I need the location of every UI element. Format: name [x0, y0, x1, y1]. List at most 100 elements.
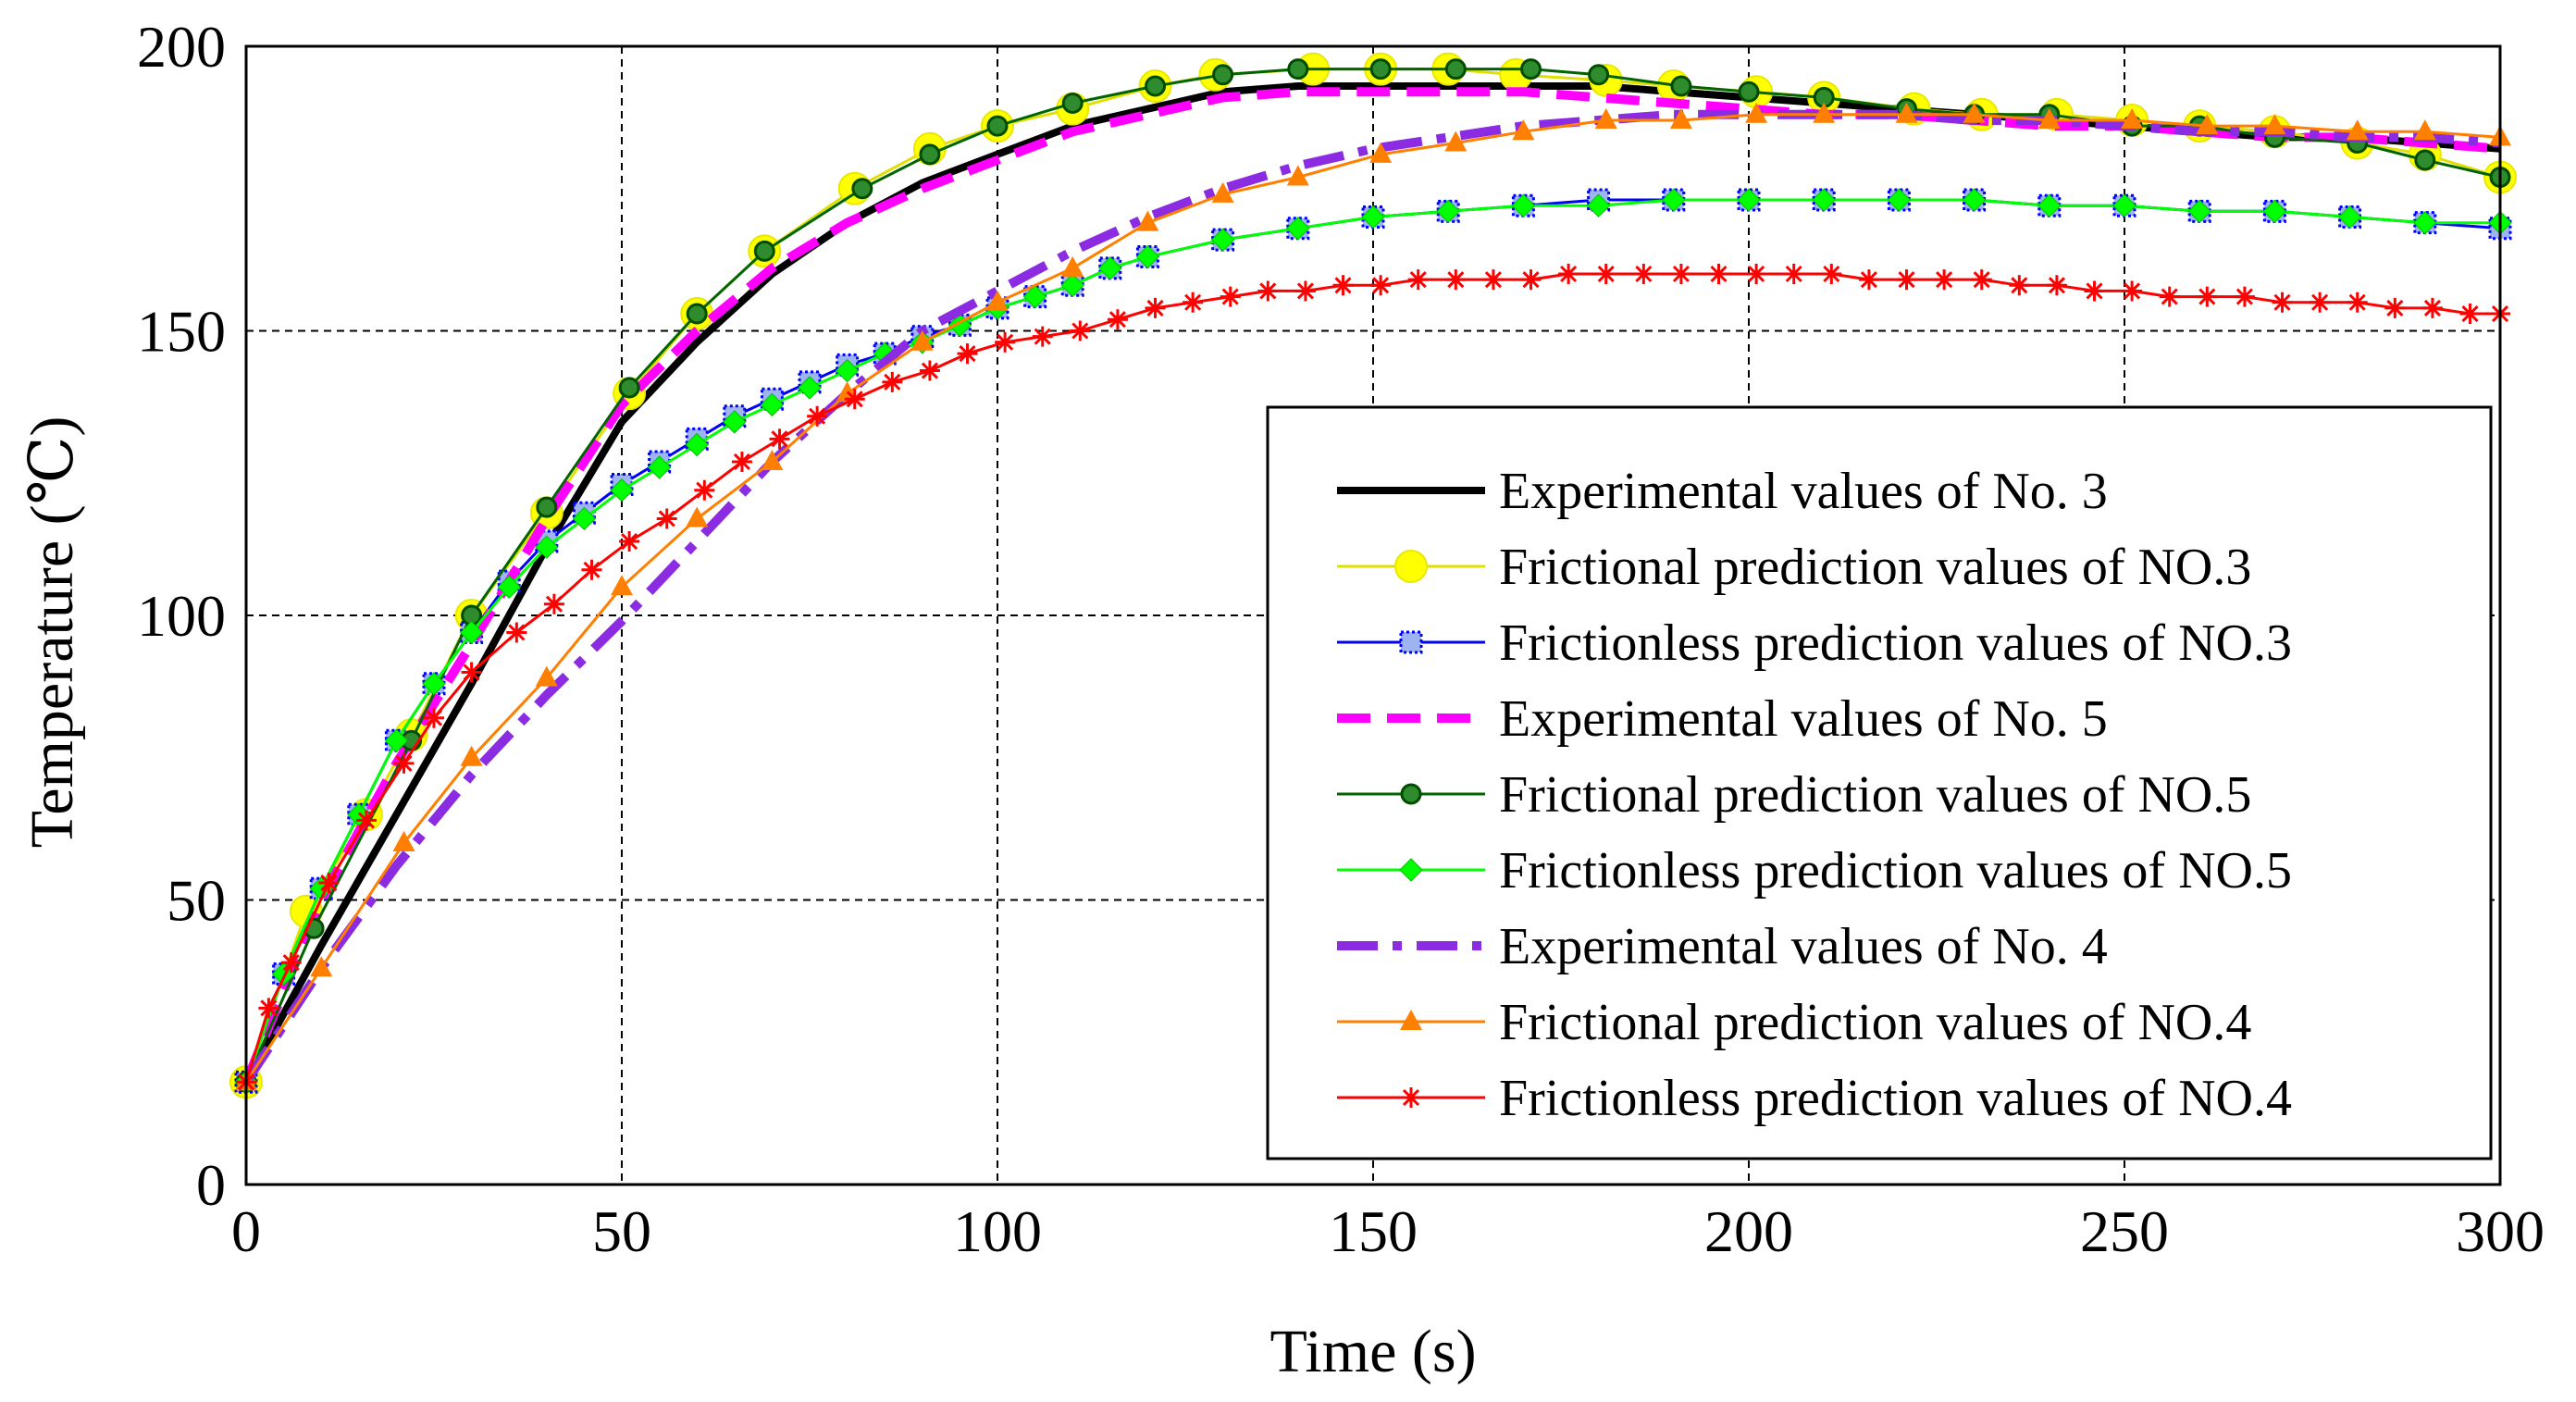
data-point: [497, 575, 521, 599]
series-6: [234, 188, 2512, 1095]
data-point: [535, 665, 558, 687]
legend-label: Experimental values of No. 5: [1499, 690, 2108, 748]
series-8: [235, 102, 2511, 1091]
data-point: [2234, 286, 2255, 307]
data-point: [1971, 269, 1992, 291]
data-point: [619, 531, 640, 552]
data-point: [769, 428, 790, 450]
data-point: [1813, 102, 1836, 123]
data-point: [459, 620, 484, 645]
data-point: [1962, 188, 1987, 212]
data-point: [1737, 188, 1761, 212]
data-point: [760, 392, 785, 417]
data-point: [1399, 630, 1423, 654]
data-point: [851, 178, 873, 200]
legend-label: Experimental values of No. 3: [1499, 463, 2108, 520]
data-point: [2384, 297, 2406, 318]
data-point: [2413, 210, 2437, 235]
data-point: [2263, 114, 2286, 135]
data-point: [1210, 228, 1235, 252]
data-point: [2159, 286, 2180, 307]
data-point: [318, 873, 340, 894]
data-point: [581, 559, 602, 580]
data-point: [2347, 292, 2368, 313]
x-tick-label: 50: [592, 1198, 651, 1264]
data-point: [2414, 149, 2436, 171]
data-point: [536, 496, 558, 518]
data-point: [694, 479, 715, 501]
data-point: [1286, 217, 1310, 241]
data-point: [1212, 64, 1234, 86]
data-point: [1369, 142, 1393, 163]
data-point: [1145, 75, 1167, 97]
data-point: [761, 449, 784, 470]
data-point: [392, 831, 415, 851]
data-point: [919, 360, 940, 381]
data-point: [280, 952, 302, 974]
legend-box: [1266, 405, 2493, 1160]
data-point: [1669, 107, 1692, 129]
legend-label: Frictional prediction values of NO.4: [1499, 994, 2251, 1051]
data-point: [2009, 275, 2030, 296]
data-point: [1211, 181, 1234, 203]
data-point: [1183, 292, 1204, 313]
data-point: [460, 745, 483, 766]
data-point: [1145, 297, 1166, 318]
data-point: [1407, 269, 1429, 291]
data-point: [506, 622, 527, 643]
data-point: [461, 662, 482, 683]
data-point: [656, 508, 677, 529]
data-point: [2413, 119, 2436, 141]
data-point: [1061, 255, 1084, 277]
data-point: [2262, 199, 2287, 224]
data-point: [686, 303, 708, 325]
data-point: [1286, 165, 1309, 186]
data-point: [1400, 1010, 1422, 1030]
data-point: [798, 376, 822, 400]
data-point: [258, 998, 279, 1019]
data-point: [2196, 114, 2219, 135]
data-point: [647, 455, 672, 479]
data-point: [2037, 107, 2061, 129]
data-point: [1060, 273, 1084, 298]
data-point: [422, 672, 446, 696]
data-point: [2459, 304, 2481, 325]
x-tick-label: 200: [1704, 1198, 1793, 1264]
legend-item: Frictional prediction values of NO.5: [1337, 766, 2251, 824]
data-point: [1708, 264, 1729, 284]
data-point: [1670, 75, 1692, 97]
y-tick-label: 200: [137, 14, 226, 80]
data-point: [1370, 275, 1392, 296]
plot-frame: [244, 44, 2502, 1186]
data-point: [610, 478, 634, 502]
legend-label: Frictionless prediction values of NO.4: [1499, 1070, 2292, 1127]
data-point: [1436, 199, 1460, 224]
data-point: [310, 956, 333, 977]
data-point: [1896, 269, 1917, 291]
legend-label: Frictional prediction values of NO.3: [1499, 539, 2251, 596]
data-point: [1858, 269, 1879, 291]
data-point: [1738, 81, 1760, 103]
legend-label: Frictional prediction values of NO.5: [1499, 766, 2251, 824]
data-point: [686, 506, 709, 527]
data-point: [1032, 326, 1053, 347]
series-layer: [229, 52, 2517, 1099]
data-point: [2037, 193, 2062, 217]
data-point: [753, 240, 775, 262]
x-axis-label: Time (s): [1269, 1318, 1476, 1385]
data-point: [2112, 193, 2136, 217]
data-point: [2272, 292, 2293, 313]
data-point: [424, 707, 444, 728]
data-point: [1520, 58, 1542, 81]
data-point: [1511, 193, 1536, 217]
data-point: [995, 331, 1016, 353]
data-point: [2346, 119, 2369, 141]
data-point: [2122, 280, 2143, 302]
data-point: [1400, 783, 1422, 805]
data-point: [1394, 550, 1428, 583]
data-point: [919, 143, 941, 166]
data-point: [1332, 275, 1354, 296]
legend-item: Frictionless prediction values of NO.3: [1337, 614, 2292, 672]
data-point: [1287, 58, 1309, 81]
